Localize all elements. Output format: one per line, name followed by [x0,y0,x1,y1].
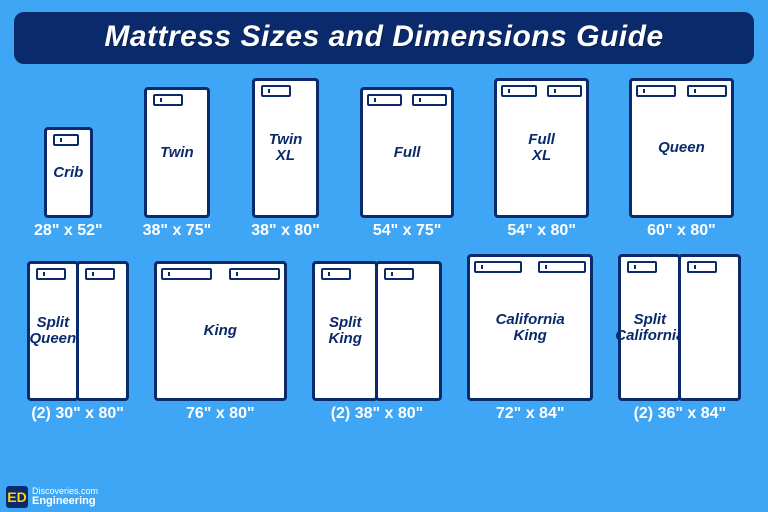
mattress-dimensions: 38" x 75" [143,222,212,240]
mattress-label: TwinXL [267,132,305,164]
mattress: SplitQueen [27,261,80,401]
mattress: Queen [629,78,734,218]
mattress [76,261,129,401]
mattress-dimensions: 54" x 75" [373,222,442,240]
mattress: King [154,261,287,401]
mattress-label: Full [392,145,423,161]
mattress-dimensions: 38" x 80" [251,222,320,240]
watermark-text: Discoveries.com Engineering [32,487,98,507]
infographic-canvas: Mattress Sizes and Dimensions Guide Crib… [0,0,768,512]
mattress-label: SplitQueen [28,315,79,347]
mattress-dimensions: 72" x 84" [496,405,565,423]
mattress-label: Crib [51,165,85,181]
mattress-item: Queen 60" x 80" [629,78,734,240]
watermark: ED Discoveries.com Engineering [6,486,98,508]
logo-text: ED [7,489,26,505]
mattress-label: King [202,323,239,339]
mattress-item: SplitKing (2) 38" x 80" [312,261,442,423]
mattress-shape: Full [360,87,455,218]
mattress-dimensions: 60" x 80" [647,222,716,240]
mattress-shape: Crib [44,127,93,218]
mattress [375,261,442,401]
mattress [678,254,741,401]
mattress: FullXL [494,78,589,218]
mattress-shape: SplitKing [312,261,442,401]
mattress-item: TwinXL 38" x 80" [251,78,320,240]
mattress-item: CaliforniaKing 72" x 84" [467,254,593,423]
mattress-shape: Queen [629,78,734,218]
mattress-dimensions: 76" x 80" [186,405,255,423]
watermark-line2: Engineering [32,496,98,507]
mattress-label: FullXL [526,132,557,164]
mattress-dimensions: 28" x 52" [34,222,103,240]
mattress: TwinXL [252,78,319,218]
mattress-shape: CaliforniaKing [467,254,593,401]
mattress-label: Twin [158,145,196,161]
mattress-dimensions: 54" x 80" [507,222,576,240]
mattress-label: CaliforniaKing [494,312,567,344]
page-title: Mattress Sizes and Dimensions Guide [14,20,754,54]
mattress: SplitCalifornia [618,254,681,401]
mattress-item: SplitQueen (2) 30" x 80" [27,261,129,423]
mattress-item: SplitCalifornia (2) 36" x 84" [618,254,741,423]
mattress-row: Crib 28" x 52" Twin 38" x 75" TwinXL 38" x 80… [14,78,754,240]
mattress-shape: King [154,261,287,401]
mattress-item: King 76" x 80" [154,261,287,423]
mattress: Crib [44,127,93,218]
mattress: Twin [144,87,211,218]
mattress: CaliforniaKing [467,254,593,401]
mattress-shape: FullXL [494,78,589,218]
mattress-label: Queen [656,140,707,156]
mattress-row: SplitQueen (2) 30" x 80" King 76" x 80" Spli… [14,254,754,423]
mattress-grid: Crib 28" x 52" Twin 38" x 75" TwinXL 38" x 80… [14,78,754,423]
mattress-label: SplitCalifornia [613,312,686,344]
mattress-item: Crib 28" x 52" [34,127,103,240]
mattress-dimensions: (2) 38" x 80" [331,405,424,423]
mattress-item: Full 54" x 75" [360,87,455,240]
logo-icon: ED [6,486,28,508]
mattress-shape: SplitQueen [27,261,129,401]
mattress-label: SplitKing [327,315,364,347]
mattress-item: Twin 38" x 75" [143,87,212,240]
mattress-shape: Twin [144,87,211,218]
title-bar: Mattress Sizes and Dimensions Guide [14,12,754,64]
mattress: SplitKing [312,261,379,401]
mattress-dimensions: (2) 36" x 84" [634,405,727,423]
mattress-item: FullXL 54" x 80" [494,78,589,240]
mattress: Full [360,87,455,218]
mattress-shape: TwinXL [252,78,319,218]
mattress-shape: SplitCalifornia [618,254,741,401]
mattress-dimensions: (2) 30" x 80" [31,405,124,423]
